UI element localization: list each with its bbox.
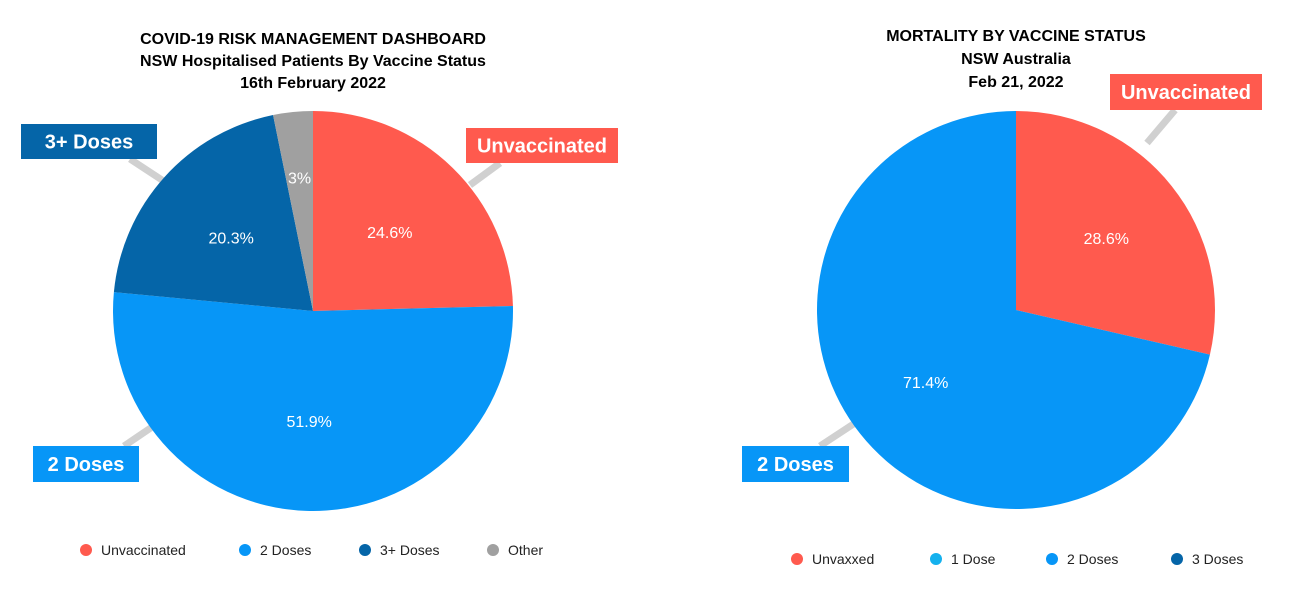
callout-leader-2-doses: [122, 422, 157, 449]
chart-subtitle: Feb 21, 2022: [968, 74, 1063, 91]
callout-box-unvaxxed: [1110, 74, 1262, 110]
slice-label-other: 3%: [288, 171, 311, 188]
legend-marker-3-doses: [1171, 553, 1183, 565]
legend-label-2-doses: 2 Doses: [1067, 551, 1118, 567]
chart-title: MORTALITY BY VACCINE STATUS: [886, 28, 1146, 45]
chart-subtitle: NSW Hospitalised Patients By Vaccine Sta…: [140, 53, 486, 70]
legend-marker-3-doses: [359, 544, 371, 556]
mortality-pie-chart: MORTALITY BY VACCINE STATUS NSW Australia…: [742, 28, 1262, 567]
pie-slice-other: [273, 111, 313, 311]
callout-box-2-doses: [742, 446, 849, 482]
legend-label-2-doses: 2 Doses: [260, 542, 311, 558]
pie-slice-2-doses: [817, 111, 1210, 509]
callout-label-unvaxxed: Unvaccinated: [1121, 82, 1251, 104]
legend-marker-1-dose: [930, 553, 942, 565]
chart-subtitle: 16th February 2022: [240, 75, 386, 92]
slice-label-2-doses: 71.4%: [903, 375, 948, 392]
callout-label-2-doses: 2 Doses: [757, 454, 834, 476]
slice-label-unvaxxed: 28.6%: [1084, 231, 1129, 248]
callout-label-2-doses: 2 Doses: [48, 454, 125, 476]
hospitalised-pie-chart: COVID-19 RISK MANAGEMENT DASHBOARD NSW Ho…: [21, 31, 618, 558]
legend-label-1-dose: 1 Dose: [951, 551, 996, 567]
chart-title: COVID-19 RISK MANAGEMENT DASHBOARD: [140, 31, 486, 48]
slice-label-3-doses: 20.3%: [208, 230, 253, 247]
legend-label-unvaxxed: Unvaxxed: [812, 551, 874, 567]
callout-box-3-doses: [21, 124, 157, 159]
callout-box-unvaccinated: [466, 128, 618, 163]
pie-slice-unvaxxed: [1016, 110, 1216, 355]
callout-label-3-doses: 3+ Doses: [45, 132, 133, 154]
chart-subtitle: NSW Australia: [961, 51, 1071, 68]
legend-marker-other: [487, 544, 499, 556]
callout-label-unvaccinated: Unvaccinated: [477, 136, 607, 158]
legend-marker-2-doses: [1046, 553, 1058, 565]
slice-label-unvaccinated: 24.6%: [367, 225, 412, 242]
legend-label-3-doses: 3 Doses: [1192, 551, 1243, 567]
callout-leader-unvaccinated: [467, 160, 503, 188]
pie-slice-3-doses: [113, 115, 313, 311]
legend-label-other: Other: [508, 542, 543, 558]
legend-marker-unvaxxed: [791, 553, 803, 565]
pie-slice-2-doses: [112, 292, 514, 511]
pie-slice-unvaccinated: [313, 111, 513, 311]
legend-marker-2-doses: [239, 544, 251, 556]
callout-leader-3-doses: [128, 156, 167, 185]
legend-marker-unvaccinated: [80, 544, 92, 556]
callout-leader-2-doses: [818, 420, 857, 449]
slice-label-2-doses: 51.9%: [287, 414, 332, 431]
legend-label-3-doses: 3+ Doses: [380, 542, 440, 558]
callout-box-2-doses: [33, 446, 139, 482]
legend-label-unvaccinated: Unvaccinated: [101, 542, 186, 558]
callout-leader-unvaxxed: [1144, 107, 1178, 146]
